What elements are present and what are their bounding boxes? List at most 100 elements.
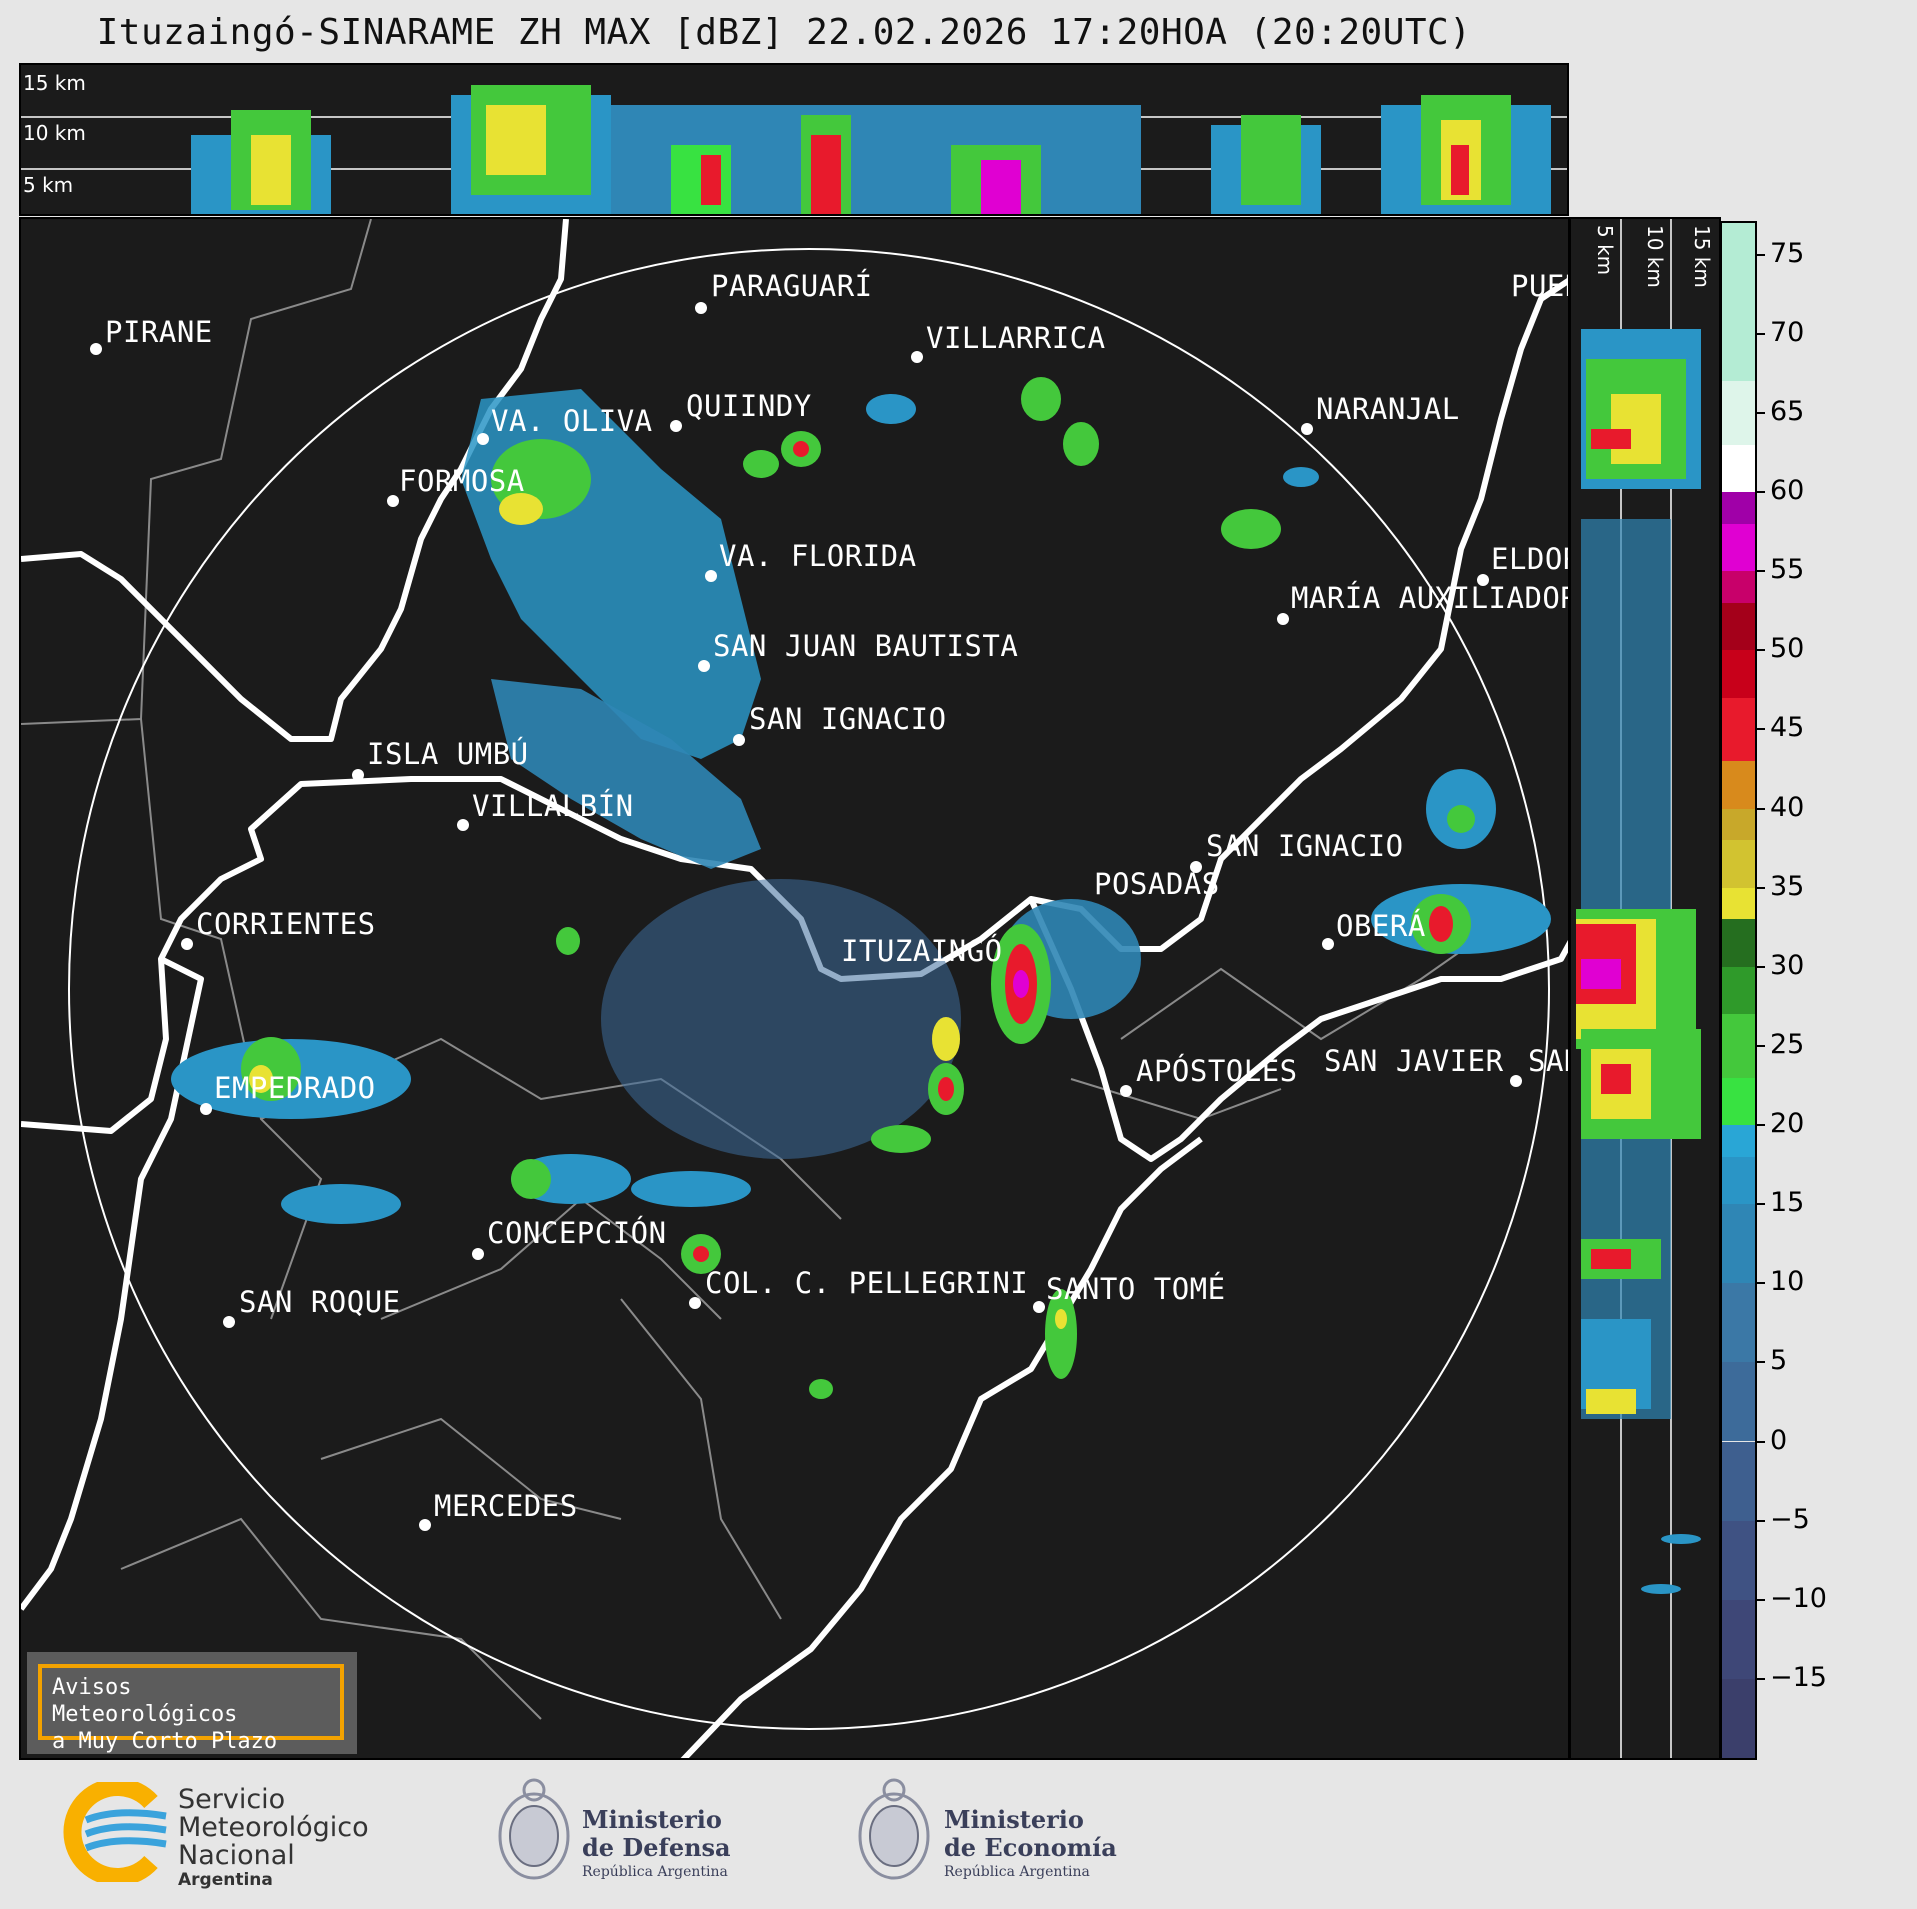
smn-line-1: Servicio <box>178 1784 286 1815</box>
chart-title: Ituzaingó-SINARAME ZH MAX [dBZ] 22.02.20… <box>96 12 1472 53</box>
colorbar-segment <box>1722 1204 1755 1284</box>
argentina-coat-of-arms-icon <box>858 1778 930 1880</box>
colorbar-tick-mark <box>1757 411 1765 414</box>
defensa-line-1: Ministerio <box>582 1805 722 1834</box>
notice-line-1: Avisos Meteorológicos <box>52 1675 238 1727</box>
colorbar-tick-label: −5 <box>1770 1503 1810 1535</box>
economia-line-2: de Economía <box>944 1833 1117 1862</box>
colorbar-tick-mark <box>1757 807 1765 810</box>
smn-logo-icon <box>63 1782 167 1882</box>
city-label-empedrado: EMPEDRADO <box>214 1071 376 1105</box>
city-label-apostoles: APÓSTOLES <box>1136 1054 1298 1088</box>
admin-borders <box>21 219 1522 1720</box>
colorbar-tick-mark <box>1757 649 1765 652</box>
colorbar-tick-label: 65 <box>1770 395 1805 427</box>
notice-line-2: a Muy Corto Plazo <box>52 1729 278 1754</box>
colorbar-tick-mark <box>1757 332 1765 335</box>
colorbar-tick-label: 55 <box>1770 554 1805 586</box>
city-label-va-oliva: VA. OLIVA <box>491 404 653 438</box>
city-markers <box>90 302 1522 1531</box>
colorbar-segment <box>1722 1156 1755 1205</box>
colorbar-segment <box>1722 492 1755 524</box>
city-label-mercedes: MERCEDES <box>434 1489 578 1523</box>
colorbar-tick-label: 70 <box>1770 316 1805 348</box>
colorbar-tick-mark <box>1757 1519 1765 1522</box>
colorbar-tick-label: 60 <box>1770 475 1805 507</box>
colorbar-tick-label: 35 <box>1770 870 1805 902</box>
city-label-va-florida: VA. FLORIDA <box>719 539 917 573</box>
footer-logos: Servicio Meteorológico Nacional Argentin… <box>0 1762 1917 1909</box>
smn-line-4: Argentina <box>178 1870 273 1890</box>
colorbar-segment <box>1722 1077 1755 1125</box>
colorbar-segment <box>1722 808 1755 841</box>
colorbar-tick-label: 15 <box>1770 1187 1805 1219</box>
city-label-san-ignacio-ar: SAN IGNACIO <box>1206 829 1404 863</box>
colorbar-segment <box>1722 1125 1755 1157</box>
colorbar-tick-mark <box>1757 965 1765 968</box>
colorbar-segment <box>1722 1520 1755 1600</box>
colorbar-tick-label: 0 <box>1770 1424 1788 1456</box>
colorbar-segment <box>1722 1678 1755 1758</box>
defensa-line-2: de Defensa <box>582 1833 731 1862</box>
city-label-villarrica: VILLARRICA <box>926 321 1106 355</box>
colorbar-tick-mark <box>1757 1361 1765 1364</box>
colorbar-tick-label: 40 <box>1770 791 1805 823</box>
defensa-subtitle: República Argentina <box>582 1864 728 1880</box>
colorbar-tick-label: −15 <box>1770 1661 1827 1693</box>
dbz-colorbar <box>1720 221 1757 1760</box>
colorbar-tick-label: 20 <box>1770 1108 1805 1139</box>
city-label-isla-umbu: ISLA UMBÚ <box>367 737 529 771</box>
right-height-label-5km: 5 km <box>1593 225 1617 276</box>
colorbar-segment <box>1722 697 1755 762</box>
colorbar-segment <box>1722 1014 1755 1078</box>
colorbar-tick-mark <box>1757 1203 1765 1206</box>
colorbar-segment <box>1722 381 1755 445</box>
warnings-notice-box[interactable]: Avisos Meteorológicos a Muy Corto Plazo <box>38 1664 344 1754</box>
city-label-san-roque: SAN ROQUE <box>239 1285 401 1319</box>
colorbar-tick-mark <box>1757 1677 1765 1680</box>
smn-line-3: Nacional <box>178 1840 295 1871</box>
warnings-notice: Avisos Meteorológicos a Muy Corto Plazo <box>27 1652 357 1754</box>
city-label-puer: PUER <box>1511 269 1568 303</box>
right-height-label-10km: 10 km <box>1643 225 1667 288</box>
argentina-coat-of-arms-icon <box>498 1778 570 1880</box>
colorbar-tick-label: 10 <box>1770 1266 1805 1298</box>
colorbar-tick-label: 5 <box>1770 1345 1788 1377</box>
colorbar-tick-label: 45 <box>1770 712 1805 744</box>
economia-title: Ministerio de Economía <box>944 1806 1117 1862</box>
city-label-maria-auxiliador: MARÍA AUXILIADOR <box>1291 581 1570 615</box>
city-label-col-c-pellegrini: COL. C. PELLEGRINI <box>705 1266 1029 1300</box>
city-label-quiindy: QUIINDY <box>686 389 812 423</box>
colorbar-tick-mark <box>1757 1440 1765 1443</box>
city-label-ituzaingo: ITUZAINGÓ <box>841 934 1003 968</box>
colorbar-tick-mark <box>1757 886 1765 889</box>
colorbar-segment <box>1722 840 1755 888</box>
city-label-concepcion: CONCEPCIÓN <box>487 1216 667 1250</box>
radar-range-ring <box>68 248 1550 1730</box>
colorbar-tick-mark <box>1757 491 1765 494</box>
colorbar-segment <box>1722 761 1755 809</box>
colorbar-segment <box>1722 1441 1755 1521</box>
colorbar-tick-mark <box>1757 1044 1765 1047</box>
colorbar-tick-mark <box>1757 570 1765 573</box>
colorbar-segment <box>1722 919 1755 967</box>
top-height-label-15km: 15 km <box>23 71 86 95</box>
colorbar-segment <box>1722 444 1755 492</box>
city-label-san: SAN <box>1528 1044 1568 1078</box>
smn-line-2: Meteorológico <box>178 1812 369 1843</box>
top-cross-section-echoes <box>21 85 1567 214</box>
top-height-label-5km: 5 km <box>23 173 74 197</box>
colorbar-tick-label: 30 <box>1770 949 1805 981</box>
top-cross-section-panel: 15 km 10 km 5 km <box>19 63 1569 216</box>
colorbar-segment <box>1722 571 1755 603</box>
colorbar-segment <box>1722 966 1755 1015</box>
colorbar-segment <box>1722 1362 1755 1442</box>
city-label-naranjal: NARANJAL <box>1316 392 1460 426</box>
city-label-santo-tome: SANTO TOMÉ <box>1046 1272 1226 1306</box>
colorbar-tick-mark <box>1757 253 1765 256</box>
colorbar-tick-label: 75 <box>1770 237 1805 269</box>
defensa-title: Ministerio de Defensa <box>582 1806 731 1862</box>
city-label-san-juan-bautista: SAN JUAN BAUTISTA <box>713 629 1019 663</box>
right-cross-section-echoes <box>1576 219 1701 1758</box>
colorbar-tick-mark <box>1757 1282 1765 1285</box>
